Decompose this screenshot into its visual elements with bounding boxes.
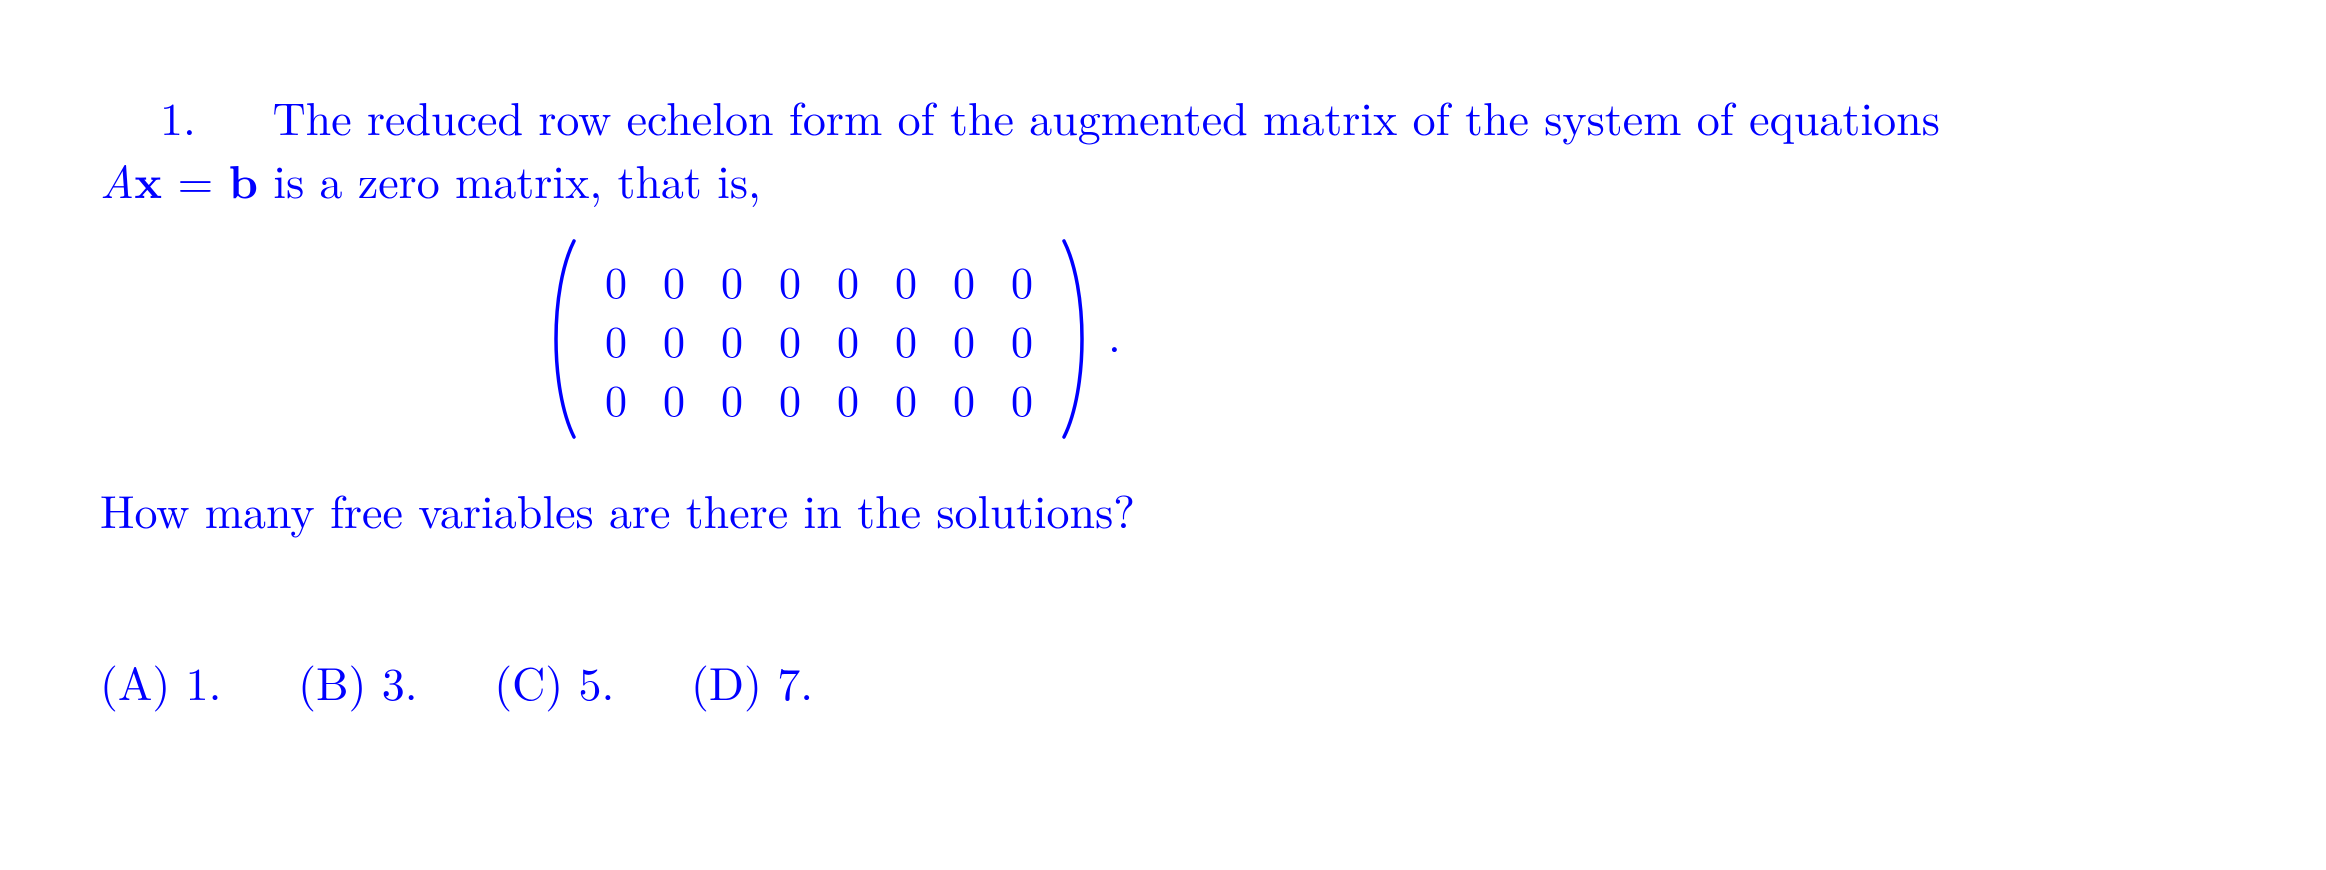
- symbol-x: x: [134, 146, 162, 212]
- matrix-cell: 0: [604, 254, 628, 307]
- choice-A-label: (A): [100, 649, 186, 714]
- matrix-cell: 0: [778, 313, 802, 366]
- problem-text-1: The reduced row echelon form of the augm…: [272, 84, 1939, 149]
- matrix-cell: 0: [720, 254, 744, 307]
- choice-C-value: 5.: [579, 649, 615, 714]
- matrix-cell: 0: [952, 372, 976, 425]
- problem-number: 1.: [160, 84, 196, 149]
- symbol-eq: =: [162, 147, 228, 212]
- left-paren-icon: [540, 239, 580, 439]
- matrix-cell: 0: [604, 372, 628, 425]
- matrix-cell: 0: [836, 372, 860, 425]
- problem-text-2: is a zero matrix, that is,: [258, 147, 761, 212]
- matrix-grid: 000000000000000000000000: [580, 239, 1058, 439]
- matrix-cell: 0: [720, 313, 744, 366]
- choice-C-label: (C): [494, 649, 578, 714]
- right-paren-icon: [1058, 239, 1098, 439]
- choice-B-label: (B): [298, 649, 382, 714]
- matrix-cell: 0: [1010, 313, 1034, 366]
- matrix-cell: 0: [894, 254, 918, 307]
- matrix-parentheses-wrap: 000000000000000000000000: [540, 239, 1098, 439]
- matrix-cell: 0: [1010, 372, 1034, 425]
- matrix-cell: 0: [662, 254, 686, 307]
- choice-A-value: 1.: [186, 649, 222, 714]
- problem-line-2: Ax = b is a zero matrix, that is,: [100, 148, 2326, 211]
- matrix-trailing-period: .: [1108, 301, 1121, 366]
- matrix-cell: 0: [952, 254, 976, 307]
- choice-D-label: (D): [691, 649, 777, 714]
- matrix-cell: 0: [778, 254, 802, 307]
- matrix-cell: 0: [894, 372, 918, 425]
- symbol-b: b: [229, 146, 258, 212]
- matrix-cell: 0: [662, 372, 686, 425]
- matrix-cell: 0: [662, 313, 686, 366]
- matrix-cell: 0: [836, 254, 860, 307]
- symbol-A: A: [100, 147, 134, 212]
- matrix-display: 000000000000000000000000 .: [100, 239, 2326, 439]
- matrix-cell: 0: [1010, 254, 1034, 307]
- matrix-cell: 0: [720, 372, 744, 425]
- choice-D-value: 7.: [777, 649, 813, 714]
- matrix-cell: 0: [836, 313, 860, 366]
- problem-line-1: 1. The reduced row echelon form of the a…: [100, 86, 2326, 148]
- matrix-cell: 0: [894, 313, 918, 366]
- question-line: How many free variables are there in the…: [100, 479, 2326, 541]
- question-text: How many free variables are there in the…: [100, 477, 1135, 542]
- matrix-cell: 0: [778, 372, 802, 425]
- choice-B-value: 3.: [382, 649, 418, 714]
- matrix-cell: 0: [952, 313, 976, 366]
- matrix-cell: 0: [604, 313, 628, 366]
- answer-choices: (A) 1. (B) 3. (C) 5. (D) 7.: [100, 651, 2326, 713]
- page: 1. The reduced row echelon form of the a…: [0, 0, 2326, 870]
